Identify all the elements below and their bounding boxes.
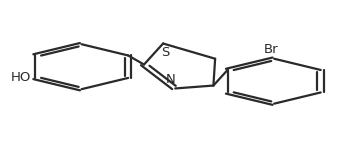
- Text: Br: Br: [263, 43, 278, 56]
- Text: N: N: [166, 73, 176, 86]
- Text: HO: HO: [11, 71, 32, 84]
- Text: S: S: [161, 46, 169, 59]
